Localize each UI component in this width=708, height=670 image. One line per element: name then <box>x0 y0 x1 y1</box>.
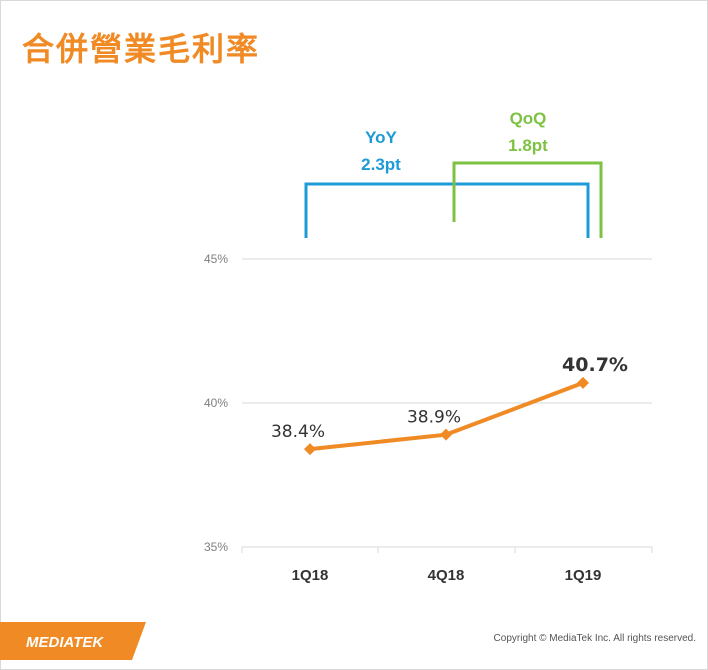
y-tick-label: 40% <box>204 396 228 410</box>
data-point <box>440 428 452 441</box>
yoy-value: 2.3pt <box>361 155 401 174</box>
data-label: 38.4% <box>271 422 325 442</box>
yoy-label: YoY <box>365 128 397 147</box>
y-tick-label: 35% <box>204 540 228 554</box>
copyright-text: Copyright © MediaTek Inc. All rights res… <box>493 633 696 644</box>
data-label: 38.9% <box>407 408 461 428</box>
svg-text:MEDIATEK: MEDIATEK <box>26 634 104 651</box>
data-label: 40.7% <box>562 354 628 376</box>
qoq-value: 1.8pt <box>508 136 548 155</box>
data-point <box>577 376 589 389</box>
y-tick-label: 45% <box>204 252 228 266</box>
qoq-bracket <box>452 161 603 238</box>
x-tick-label: 1Q19 <box>565 567 602 584</box>
yoy-bracket <box>304 182 590 238</box>
mediatek-logo: MEDIATEK <box>0 622 146 660</box>
data-point <box>304 443 316 456</box>
slide-title: 合併營業毛利率 <box>22 30 261 68</box>
x-tick-label: 4Q18 <box>428 567 465 584</box>
x-tick-label: 1Q18 <box>292 567 329 584</box>
qoq-label: QoQ <box>510 109 547 128</box>
